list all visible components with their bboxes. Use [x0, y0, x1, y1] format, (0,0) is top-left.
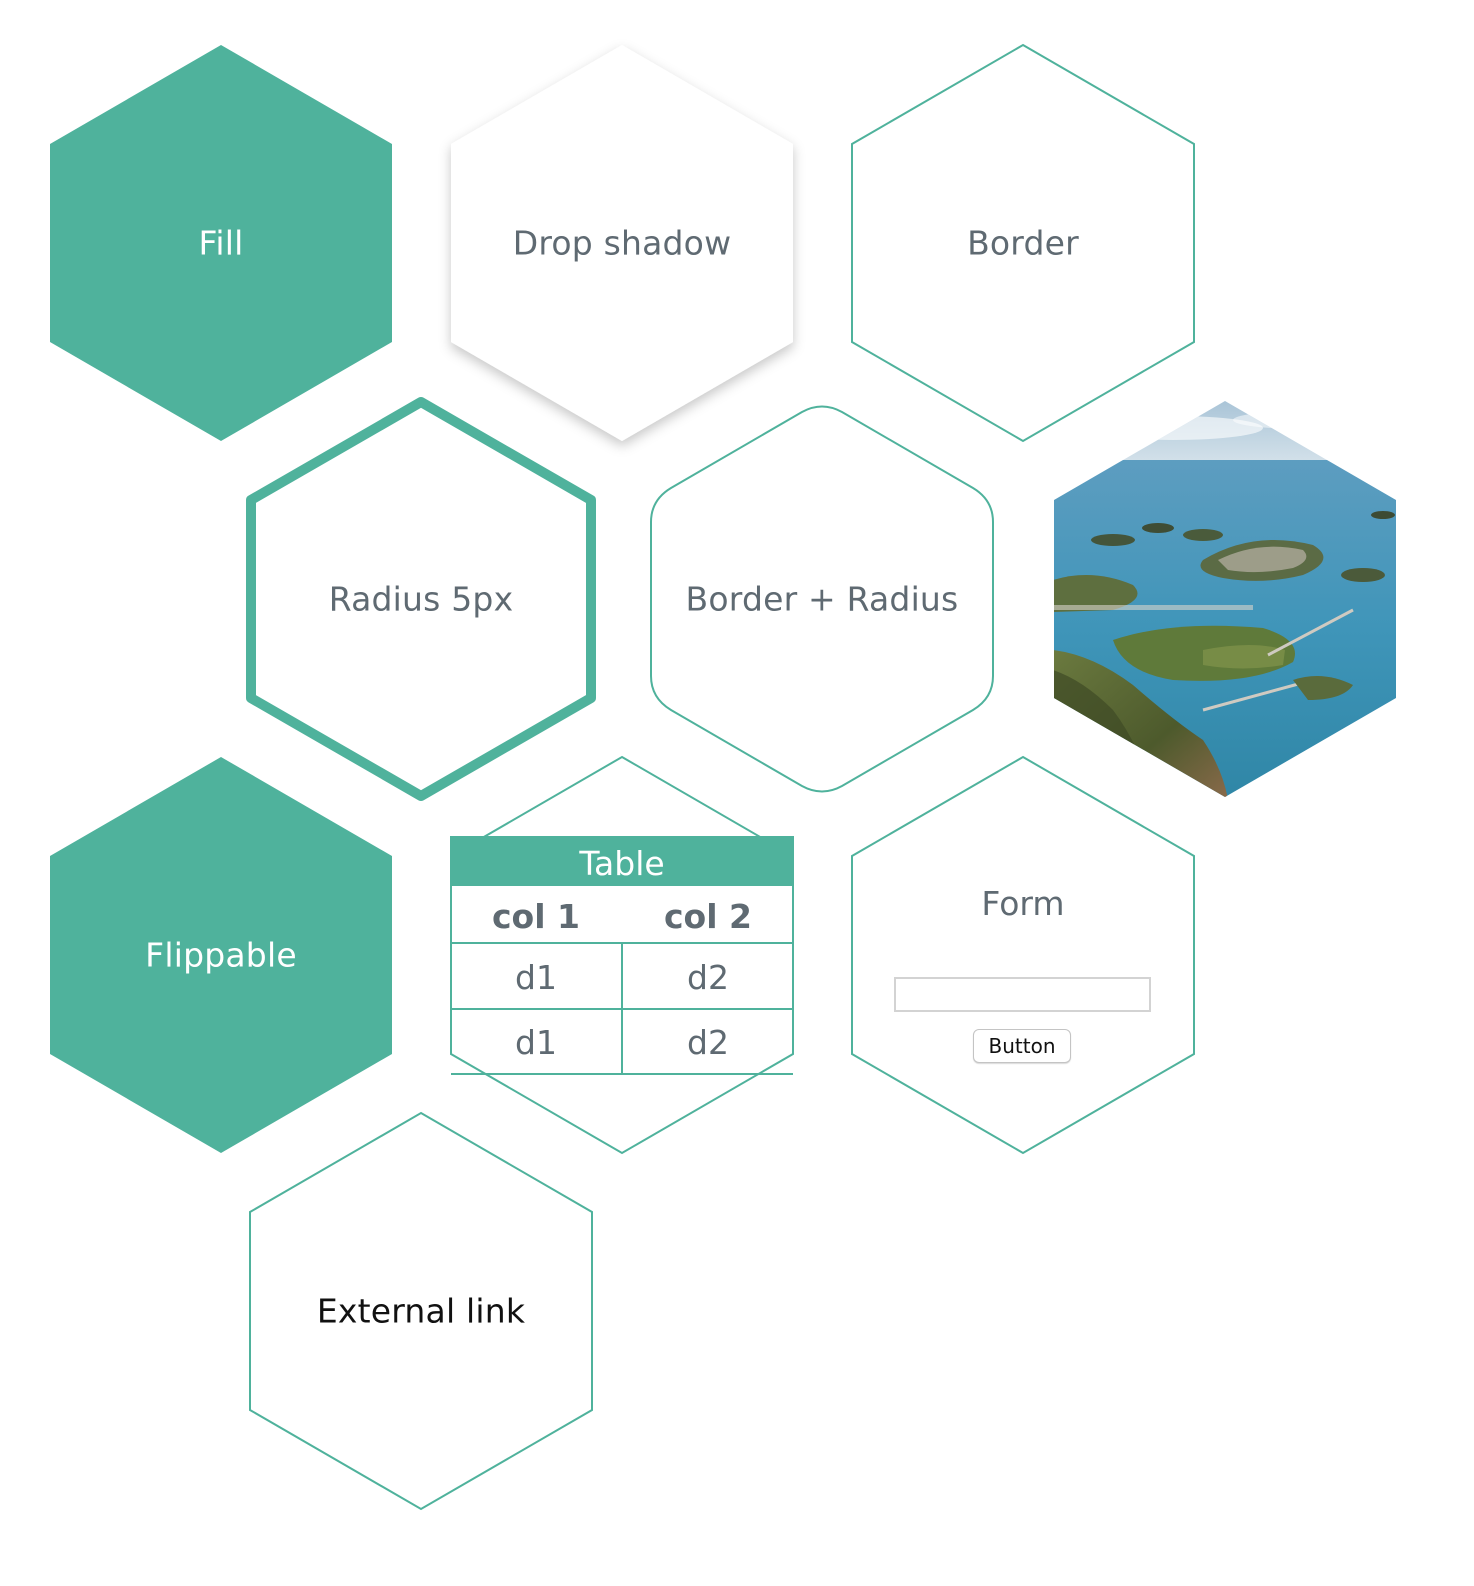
hex-border-shape: [851, 43, 1195, 443]
hex-border-radius-shape: [650, 405, 994, 793]
table-title: Table: [450, 836, 794, 886]
hex-drop-shadow: Drop shadow: [450, 44, 794, 442]
table-cell: d2: [687, 957, 729, 997]
table-divider: [451, 942, 793, 944]
hex-drop-shadow-shape: [451, 45, 793, 441]
form-text-input[interactable]: [894, 977, 1151, 1012]
form-title: Form: [981, 884, 1065, 923]
hex-external-link-shape: [249, 1111, 593, 1511]
hex-image: [1053, 400, 1397, 798]
hex-external-link[interactable]: External link: [249, 1111, 593, 1511]
table-header-col-2: col 2: [664, 896, 752, 936]
hex-fill-label: Fill: [198, 223, 244, 263]
hex-flippable-shape: [50, 757, 392, 1153]
hex-fill: Fill: [49, 44, 393, 442]
hex-fill-shape: [50, 45, 392, 441]
form-submit-button[interactable]: Button: [973, 1029, 1071, 1063]
hex-radius-label: Radius 5px: [328, 579, 514, 619]
hex-form-shape: [851, 755, 1195, 1155]
external-link[interactable]: External link: [316, 1291, 526, 1331]
hex-radius-shape: [246, 397, 596, 801]
hex-flippable[interactable]: Flippable: [49, 756, 393, 1154]
hex-border-label: Border: [967, 223, 1079, 263]
hex-form: Form Button: [851, 755, 1195, 1155]
island-photo-image: [1054, 401, 1396, 797]
hex-border: Border: [851, 43, 1195, 443]
table-cell: d1: [515, 957, 557, 997]
hex-border-radius: Border + Radius: [650, 400, 994, 798]
hex-border-radius-label: Border + Radius: [685, 579, 959, 619]
table-cell: d2: [687, 1022, 729, 1062]
hex-radius: Radius 5px: [246, 397, 596, 801]
table-cell: d1: [515, 1022, 557, 1062]
table-column-divider: [621, 944, 623, 1074]
table-header-col-1: col 1: [492, 896, 580, 936]
table-divider: [451, 1073, 793, 1075]
hex-flippable-label: Flippable: [145, 935, 297, 975]
hex-drop-shadow-label: Drop shadow: [512, 223, 732, 263]
hex-table: Table col 1 col 2 d1 d2 d1 d2: [450, 755, 794, 1155]
